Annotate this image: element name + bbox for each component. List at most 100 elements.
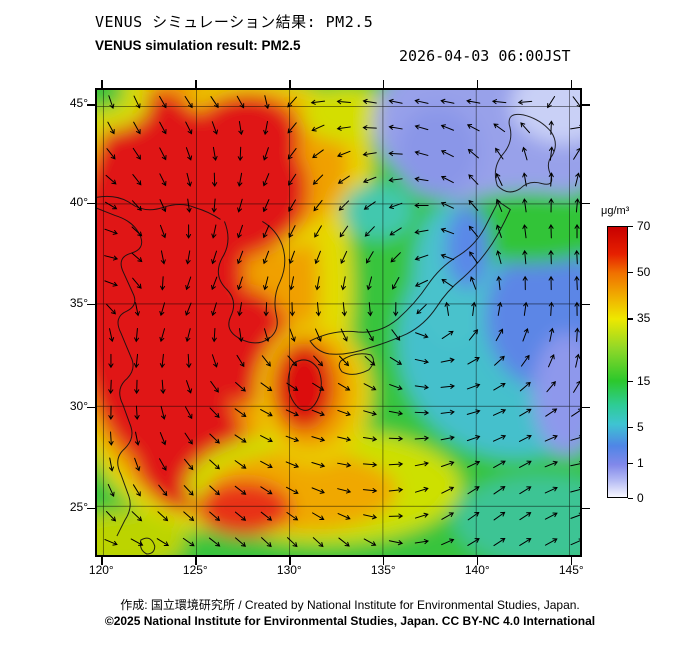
wind-arrow [414,539,429,545]
lat-tick-right [582,507,590,509]
wind-arrow [185,302,192,316]
wind-arrow [544,434,558,442]
wind-arrow [414,435,430,441]
wind-arrow [363,538,377,546]
simulation-datetime: 2026-04-03 06:00JST [399,47,571,65]
wind-arrow [235,537,247,547]
wind-arrow [159,147,167,161]
wind-arrow [311,124,325,132]
colorbar-tick [628,498,633,500]
wind-arrow [160,276,166,291]
colorbar-tick-label: 50 [637,265,651,280]
wind-arrow [131,511,143,522]
wind-arrow [211,121,218,135]
wind-arrow [519,512,532,521]
wind-arrow [363,383,377,391]
wind-arrow [310,99,326,105]
wind-arrow [337,436,352,442]
license-line: ©2025 National Institute for Environment… [104,614,596,628]
wind-arrow [364,356,376,366]
wind-arrow [388,98,403,104]
wind-arrow [234,434,247,443]
wind-arrow [286,486,299,495]
wind-arrow [570,486,580,493]
wind-arrow [415,332,429,339]
wind-arrow [263,276,269,291]
lat-tick-right [582,406,590,409]
wind-arrow [211,198,217,213]
wind-arrow [134,405,140,421]
lat-label: 45° [69,96,88,111]
wind-arrow [109,457,115,472]
lat-tick-right [582,104,590,106]
wind-arrow [289,302,295,317]
colorbar-tick-label: 35 [637,311,651,326]
wind-arrow [362,462,378,468]
wind-arrow [574,275,580,291]
lon-label: 130° [276,563,302,577]
wind-arrow [184,432,193,445]
wind-arrow [211,302,217,317]
lon-tick-top [571,80,573,88]
wind-arrow [466,409,481,415]
page-title-japanese: VENUS シミュレーション結果: PM2.5 [95,13,374,31]
wind-arrow [285,409,299,417]
wind-arrow [263,302,269,317]
wind-arrow [237,302,243,317]
wind-arrow [414,124,429,131]
wind-arrow [414,150,429,156]
page-title-english: VENUS simulation result: PM2.5 [95,38,301,53]
wind-arrow [314,328,322,342]
wind-arrow [388,410,404,416]
wind-arrow [388,124,403,130]
wind-arrow [211,276,218,291]
wind-arrow [520,354,530,367]
wind-arrow [440,435,455,441]
wind-arrow [234,460,247,469]
wind-arrow [519,460,532,468]
wind-arrow [185,276,192,291]
wind-arrow [288,199,296,212]
lat-label: 35° [69,295,88,310]
lon-tick-bottom [477,557,479,565]
wind-arrow [468,329,479,341]
colorbar-tick-label: 15 [637,374,651,389]
wind-arrow [237,146,243,162]
wind-arrow [469,251,478,264]
wind-arrow [260,511,273,521]
colorbar-tick-label: 1 [637,455,644,470]
colorbar-tick-label: 70 [637,219,651,233]
wind-arrow [545,408,558,417]
lon-tick-top [383,80,385,88]
wind-arrow [364,226,375,237]
wind-arrow [441,279,454,288]
wind-arrow [441,330,454,340]
wind-arrow [237,198,243,213]
wind-arrow [313,199,323,212]
wind-arrow [107,483,115,498]
wind-arrow [414,279,429,287]
wind-arrow [522,224,528,239]
wind-arrow [466,124,480,132]
wind-arrow [104,280,118,287]
wind-arrow [339,225,349,238]
wind-arrow [211,224,217,239]
wind-arrow [366,251,374,264]
wind-arrow [548,172,554,187]
wind-arrow [441,538,455,546]
wind-arrow [234,511,247,521]
wind-arrow [366,276,373,291]
wind-arrow [104,228,118,235]
wind-arrow [186,380,193,394]
wind-arrow [362,98,377,104]
wind-arrow [573,380,580,393]
wind-arrow [469,276,477,290]
wind-arrow [363,410,377,416]
wind-arrow [467,486,480,495]
colorbar-tick [628,381,633,383]
wind-arrow [337,175,350,184]
wind-arrow [160,405,166,420]
wind-arrow [522,172,528,187]
lon-label: 135° [370,563,396,577]
wind-arrow [340,250,348,265]
